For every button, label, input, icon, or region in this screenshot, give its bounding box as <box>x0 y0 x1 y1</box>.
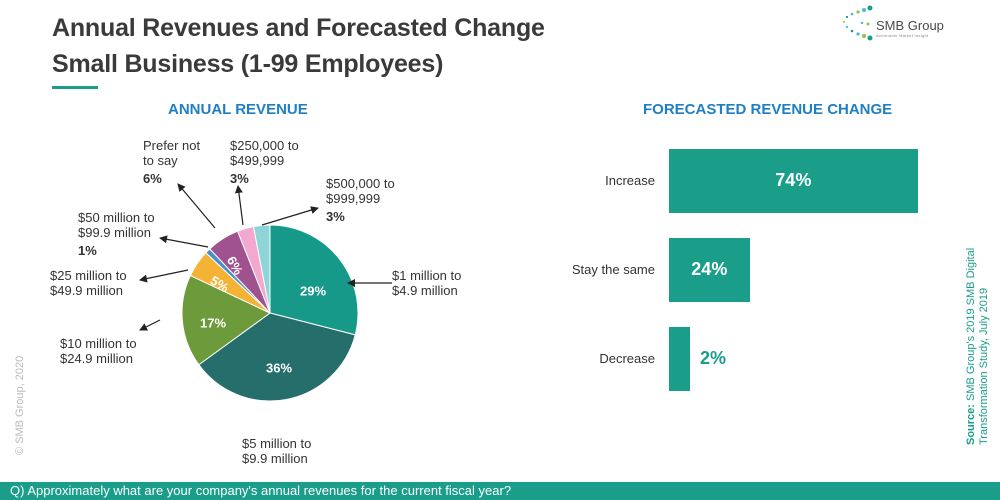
source-label: Source: <box>965 404 977 445</box>
bar-value-label: 74% <box>775 170 812 190</box>
smb-group-logo: SMB Group Actionable Market Insight <box>840 4 970 42</box>
pie-category-label: $49.9 million <box>50 283 123 298</box>
pie-category-label: $500,000 to <box>326 176 395 191</box>
pie-category-label: $5 million to <box>242 436 311 451</box>
pie-value-label: 3% <box>230 171 249 186</box>
pie-leader-arrow <box>234 185 244 226</box>
bar-decrease <box>669 327 690 391</box>
pie-category-label: $999,999 <box>326 191 380 206</box>
pie-category-label: $50 million to <box>78 210 155 225</box>
pie-category-label: $1 million to <box>392 268 461 283</box>
pie-category-label: $9.9 million <box>242 451 308 466</box>
pie-category-label: Prefer not <box>143 138 200 153</box>
pie-leader-arrow <box>159 235 209 248</box>
pie-category-label: $24.9 million <box>60 351 133 366</box>
bar-category-label: Stay the same <box>571 262 655 277</box>
pie-category-label: $499,999 <box>230 153 284 168</box>
pie-category-label: to say <box>143 153 178 168</box>
chart-title-line1: Annual Revenues and Forecasted Change <box>52 14 545 42</box>
pie-slice <box>252 224 271 314</box>
bar-value-label: 2% <box>700 348 727 368</box>
title-underline <box>52 86 98 89</box>
logo-tagline: Actionable Market Insight <box>876 33 929 38</box>
footer-question: Q) Approximately what are your company's… <box>0 482 1000 500</box>
pie-slice <box>181 274 271 366</box>
logo-name: SMB Group <box>876 18 944 33</box>
pie-leader-arrow <box>177 183 216 229</box>
pie-slice <box>269 224 359 336</box>
pie-value-label: 36% <box>266 360 292 375</box>
pie-category-label: $25 million to <box>50 268 127 283</box>
source-note: Source: SMB Group's 2019 SMB Digital Tra… <box>965 245 991 445</box>
pie-value-label: 29% <box>300 283 326 298</box>
pie-value-label: 1% <box>78 243 97 258</box>
pie-slice <box>198 312 356 402</box>
bar-category-label: Increase <box>605 173 655 188</box>
copyright: © SMB Group, 2020 <box>14 355 26 455</box>
pie-leader-arrow <box>139 319 161 331</box>
bar-stay-the-same <box>669 238 750 302</box>
chart-title-line2: Small Business (1-99 Employees) <box>52 50 444 78</box>
logo-dots-icon <box>843 5 873 41</box>
pie-leader-arrow <box>261 206 319 226</box>
pie-category-label: $10 million to <box>60 336 137 351</box>
pie-category-label: $99.9 million <box>78 225 151 240</box>
pie-chart-title: ANNUAL REVENUE <box>168 101 308 118</box>
bar-value-label: 24% <box>691 259 728 279</box>
bar-increase <box>669 149 918 213</box>
pie-leader-arrow <box>139 269 189 283</box>
pie-value-label: 17% <box>200 315 226 330</box>
bar-chart-title: FORECASTED REVENUE CHANGE <box>643 101 893 118</box>
pie-chart: $1 million to$4.9 million 29% $5 million t… <box>50 138 461 466</box>
pie-value-label-external: 6% <box>143 171 162 186</box>
pie-category-label: $4.9 million <box>392 283 458 298</box>
bar-category-label: Decrease <box>599 351 655 366</box>
pie-value-label: 3% <box>326 209 345 224</box>
pie-category-label: $250,000 to <box>230 138 299 153</box>
